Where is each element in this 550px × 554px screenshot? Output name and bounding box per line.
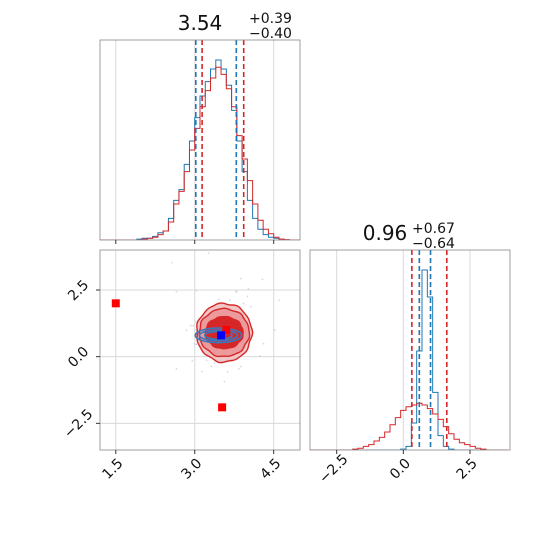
scatter-point (223, 380, 226, 383)
scatter-point (175, 290, 178, 293)
marker-square (217, 331, 226, 340)
scatter-point (246, 295, 249, 298)
y-tick-label: −2.5 (61, 406, 96, 441)
scatter-point (262, 342, 265, 345)
title-lower-error: −0.64 (412, 236, 455, 252)
scatter-point (242, 302, 245, 305)
panel-bottom-left: 1.5 3.0 4.5 −2.5 0.0 2.5 (61, 249, 301, 483)
panel-bottom-right: −2.5 0.0 2.5 0.96 +0.67 −0.64 (309, 221, 511, 487)
x-tick-label: 0.0 (387, 456, 414, 483)
panel-frame (99, 39, 301, 241)
panel-title: 3.54 (178, 11, 223, 35)
scatter-point (213, 362, 216, 364)
panel-frame (309, 249, 511, 451)
scatter-point (278, 299, 281, 302)
scatter-point (240, 277, 242, 280)
panel-title: 0.96 (363, 221, 408, 245)
scatter-point (195, 343, 198, 346)
x-tick-label: 4.5 (257, 456, 284, 483)
scatter-point (237, 367, 240, 370)
histogram-step (310, 269, 508, 450)
marker-square (111, 299, 120, 308)
scatter-point (185, 329, 188, 332)
x-tick-label: −2.5 (316, 451, 351, 486)
scatter-point (171, 261, 174, 264)
y-tick-label: 0.0 (65, 344, 92, 371)
title-value: 3.54 (178, 11, 223, 35)
title-value: 0.96 (363, 221, 408, 245)
scatter-point (194, 320, 197, 323)
title-lower-error: −0.40 (249, 26, 292, 42)
marker-square (222, 326, 231, 334)
scatter-point (259, 355, 262, 357)
blue-contour (198, 329, 239, 342)
scatter-point (217, 298, 220, 301)
histogram-step (310, 402, 508, 450)
scatter-point (249, 305, 252, 308)
x-tick-label: 1.5 (99, 456, 126, 483)
panel-top-left: 3.54 +0.39 −0.40 (99, 11, 301, 244)
scatter-point (200, 370, 203, 373)
scatter-point (205, 359, 208, 362)
title-upper-error: +0.39 (249, 11, 292, 27)
scatter-point (210, 365, 213, 368)
scatter-point (175, 367, 178, 370)
scatter-point (207, 252, 210, 255)
title-upper-error: +0.67 (412, 221, 455, 237)
scatter-point (191, 360, 194, 362)
scatter-point (195, 289, 198, 292)
scatter-point (261, 278, 264, 281)
scatter-point (235, 290, 238, 293)
scatter-point (192, 324, 195, 327)
scatter-point (247, 287, 250, 290)
scatter-point (239, 365, 242, 368)
histogram-step (100, 66, 300, 240)
scatter-point (194, 329, 197, 332)
blue-contour (194, 327, 243, 344)
scatter-point (273, 329, 276, 331)
scatter-point (226, 370, 229, 373)
panel-frame (99, 249, 301, 451)
scatter-point (229, 299, 231, 302)
y-tick-label: 2.5 (65, 277, 92, 304)
x-tick-label: 3.0 (178, 456, 205, 483)
marker-square (218, 403, 227, 412)
x-tick-label: 2.5 (454, 456, 481, 483)
scatter-point (189, 324, 192, 327)
